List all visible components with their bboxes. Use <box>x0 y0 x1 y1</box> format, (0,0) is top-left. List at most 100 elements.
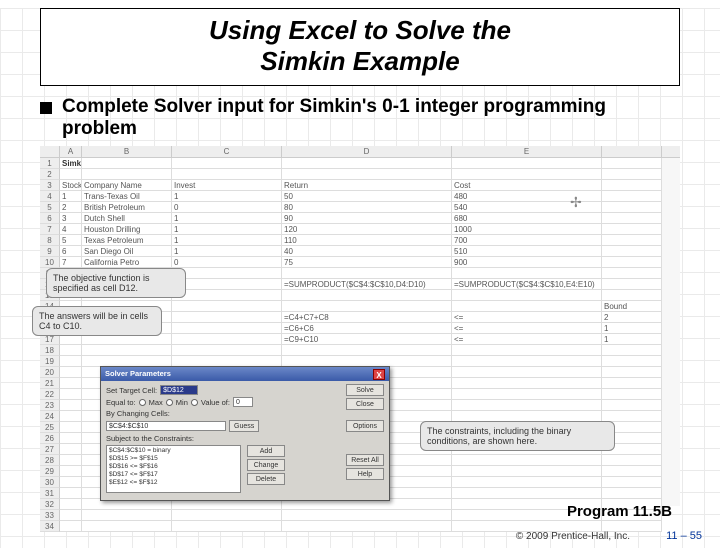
cell <box>452 455 602 466</box>
cell: 2 <box>602 312 662 323</box>
cell <box>172 279 282 290</box>
constraint-item[interactable]: $D$15 >= $F$15 <box>109 455 238 463</box>
cell: 1 <box>172 246 282 257</box>
solver-title: Solver Parameters <box>105 367 171 381</box>
reset-all-button[interactable]: Reset All <box>346 454 384 466</box>
cell <box>602 279 662 290</box>
cell: Return <box>282 180 452 191</box>
row-header: 5 <box>40 202 60 213</box>
cell <box>60 510 82 521</box>
program-caption: Program 11.5B <box>567 503 672 520</box>
cell <box>60 521 82 532</box>
cell: Dutch Shell <box>82 213 172 224</box>
cell <box>172 323 282 334</box>
close-button[interactable]: Close <box>346 398 384 410</box>
bychanging-field[interactable]: $C$4:$C$10 <box>106 421 226 431</box>
cursor-plus-icon: ✢ <box>570 194 582 211</box>
cell: Invest <box>172 180 282 191</box>
cell: 1 <box>602 334 662 345</box>
cell <box>452 301 602 312</box>
cell <box>60 466 82 477</box>
row-header: 8 <box>40 235 60 246</box>
cell <box>282 301 452 312</box>
delete-button[interactable]: Delete <box>247 473 285 485</box>
cell: San Diego Oil <box>82 246 172 257</box>
cell <box>60 488 82 499</box>
cell <box>60 345 82 356</box>
cell: 50 <box>282 191 452 202</box>
solver-dialog: Solver Parameters X Solve Close Options … <box>100 366 390 501</box>
cell: Cost <box>452 180 602 191</box>
valueof-field[interactable]: 0 <box>233 397 253 407</box>
constraint-item[interactable]: $D$17 <= $F$17 <box>109 471 238 479</box>
cell: Houston Drilling <box>82 224 172 235</box>
col-header <box>40 146 60 157</box>
constraints-listbox[interactable]: $C$4:$C$10 = binary$D$15 >= $F$15$D$16 <… <box>106 445 241 493</box>
row-header: 4 <box>40 191 60 202</box>
constraint-item[interactable]: $E$12 <= $F$12 <box>109 479 238 487</box>
callout-objective: The objective function is specified as c… <box>46 268 186 298</box>
cell <box>602 191 662 202</box>
add-button[interactable]: Add <box>247 445 285 457</box>
cell <box>172 345 282 356</box>
row-header: 19 <box>40 356 60 367</box>
cell: 40 <box>282 246 452 257</box>
cell <box>602 169 662 180</box>
cell: 1 <box>60 191 82 202</box>
cell: 110 <box>282 235 452 246</box>
cell <box>82 158 172 169</box>
row-header: 2 <box>40 169 60 180</box>
cell <box>602 202 662 213</box>
title-line-1: Using Excel to Solve the <box>51 15 669 46</box>
cell <box>172 301 282 312</box>
cell <box>172 521 282 532</box>
cell: Texas Petroleum <box>82 235 172 246</box>
cell: Bound <box>602 301 662 312</box>
cell <box>82 345 172 356</box>
row-header: 30 <box>40 477 60 488</box>
row-header: 29 <box>40 466 60 477</box>
cell: 7 <box>60 257 82 268</box>
slide-title: Using Excel to Solve the Simkin Example <box>40 8 680 86</box>
cell <box>452 400 602 411</box>
valueof-radio[interactable] <box>191 399 198 406</box>
cell <box>602 213 662 224</box>
constraint-item[interactable]: $C$4:$C$10 = binary <box>109 447 238 455</box>
row-header: 24 <box>40 411 60 422</box>
help-button[interactable]: Help <box>346 468 384 480</box>
target-cell-field[interactable]: $D$12 <box>160 385 198 395</box>
cell: British Petroleum <box>82 202 172 213</box>
cell: 0 <box>172 257 282 268</box>
cell <box>602 158 662 169</box>
cell: 0 <box>172 202 282 213</box>
constraint-item[interactable]: $D$16 <= $F$16 <box>109 463 238 471</box>
cell: =C4+C7+C8 <box>282 312 452 323</box>
close-icon[interactable]: X <box>373 369 385 380</box>
cell: =C6+C6 <box>282 323 452 334</box>
cell: 680 <box>452 213 602 224</box>
row-header: 1 <box>40 158 60 169</box>
guess-button[interactable]: Guess <box>229 420 259 432</box>
row-header: 9 <box>40 246 60 257</box>
cell <box>282 521 452 532</box>
cell: 6 <box>60 246 82 257</box>
cell <box>60 169 82 180</box>
cell: 3 <box>60 213 82 224</box>
cell <box>602 400 662 411</box>
cell <box>282 290 452 301</box>
options-button[interactable]: Options <box>346 420 384 432</box>
max-radio[interactable] <box>139 399 146 406</box>
solver-titlebar[interactable]: Solver Parameters X <box>101 367 389 381</box>
cell <box>452 477 602 488</box>
cell <box>602 290 662 301</box>
cell <box>602 455 662 466</box>
cell <box>452 378 602 389</box>
cell <box>452 158 602 169</box>
min-radio[interactable] <box>166 399 173 406</box>
change-button[interactable]: Change <box>247 459 285 471</box>
equal-to-label: Equal to: <box>106 398 136 407</box>
cell: 1 <box>172 213 282 224</box>
cell <box>282 345 452 356</box>
cell: =SUMPRODUCT($C$4:$C$10,E4:E10) <box>452 279 602 290</box>
solve-button[interactable]: Solve <box>346 384 384 396</box>
